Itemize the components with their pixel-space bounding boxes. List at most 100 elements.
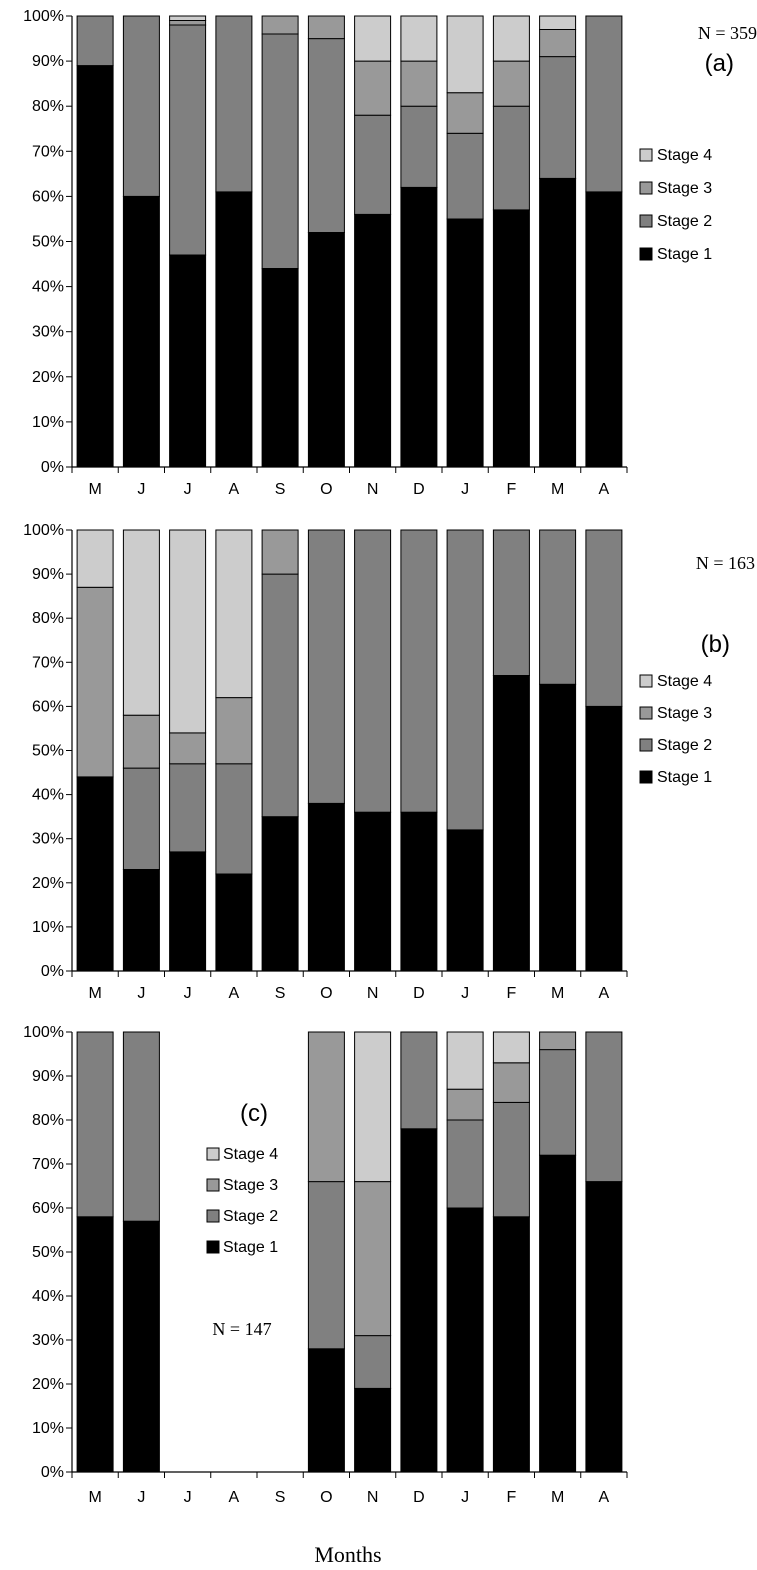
y-tick-label: 30%: [32, 1332, 64, 1349]
bar-segment: [307, 1031, 345, 1183]
bar-segment: [76, 586, 114, 778]
bar-segment: [307, 1181, 345, 1350]
x-tick-label: A: [599, 1489, 610, 1506]
bar-segment: [446, 529, 484, 831]
y-tick-label: 100%: [23, 522, 64, 539]
bar-segment: [446, 1207, 484, 1473]
bar-segment: [400, 1031, 438, 1130]
x-tick-label: N: [367, 985, 379, 1002]
legend-swatch: [639, 738, 653, 752]
y-tick-label: 80%: [32, 98, 64, 115]
x-tick-label: A: [229, 985, 240, 1002]
x-tick-label: M: [88, 985, 101, 1002]
legend: Stage 4 Stage 3 Stage 2 Stage 1: [639, 147, 712, 263]
y-tick-label: 40%: [32, 1288, 64, 1305]
bar-segment: [122, 767, 160, 870]
bar-segment: [307, 232, 345, 468]
bar-segment: [492, 209, 530, 468]
x-tick-label: J: [184, 1489, 192, 1506]
legend-label: Stage 2: [657, 737, 712, 754]
x-tick-label: J: [184, 481, 192, 498]
x-tick-label: N: [367, 1489, 379, 1506]
y-tick-label: 0%: [41, 963, 64, 980]
legend: Stage 4 Stage 3 Stage 2 Stage 1: [206, 1146, 278, 1256]
chart-panel-2: 0% 10% 20% 30% 40% 50% 60% 70% 80% 90% 100% M J J A S O N…: [23, 522, 755, 1002]
bar-segment: [539, 1049, 577, 1156]
legend-label: Stage 2: [657, 213, 712, 230]
bar-segment: [539, 29, 577, 58]
y-tick-label: 90%: [32, 566, 64, 583]
x-tick-label: J: [137, 1489, 145, 1506]
x-tick-label: M: [551, 481, 564, 498]
bar-segment: [539, 56, 577, 179]
bar-segment: [307, 38, 345, 233]
bar-segment: [307, 1348, 345, 1473]
bar-segment: [400, 811, 438, 972]
x-tick-label: O: [320, 985, 332, 1002]
legend-label: Stage 1: [657, 246, 712, 263]
y-tick-label: 0%: [41, 459, 64, 476]
bar-segment: [585, 1031, 623, 1183]
bar-segment: [539, 529, 577, 685]
y-tick-label: 30%: [32, 831, 64, 848]
x-tick-label: J: [137, 481, 145, 498]
sample-size-label: N = 163: [696, 553, 755, 573]
bar-segment: [354, 1031, 392, 1183]
x-tick-label: F: [506, 985, 516, 1002]
bar-segment: [585, 15, 623, 193]
legend-swatch: [206, 1240, 220, 1254]
bar-segment: [169, 20, 207, 26]
legend-swatch: [206, 1209, 220, 1223]
y-tick-label: 30%: [32, 324, 64, 341]
legend-swatch: [639, 214, 653, 228]
y-tick-label: 70%: [32, 143, 64, 160]
bar-segment: [492, 60, 530, 107]
bar-segment: [446, 829, 484, 972]
bar-segment: [492, 675, 530, 972]
bar-segment: [261, 816, 299, 972]
x-tick-label: A: [599, 481, 610, 498]
bar-segment: [261, 15, 299, 35]
y-tick-label: 80%: [32, 1112, 64, 1129]
legend-label: Stage 1: [657, 769, 712, 786]
bar-segment: [122, 714, 160, 769]
y-tick-label: 10%: [32, 414, 64, 431]
x-tick-label: O: [320, 1489, 332, 1506]
x-tick-label: J: [461, 481, 469, 498]
bar-segment: [76, 15, 114, 67]
bar-segment: [492, 1216, 530, 1473]
bar-segment: [446, 1119, 484, 1209]
legend-label: Stage 2: [223, 1208, 278, 1225]
chart-panel-1: 0% 10% 20% 30% 40% 50% 60% 70% 80% 90% 100% M J J A S O N…: [23, 8, 757, 498]
legend-label: Stage 1: [223, 1239, 278, 1256]
bar-segment: [122, 1220, 160, 1473]
bar-segment: [307, 802, 345, 972]
bar-segment: [307, 529, 345, 804]
bar-segment: [169, 15, 207, 21]
x-tick-label: M: [88, 1489, 101, 1506]
bar-segment: [215, 529, 253, 699]
y-tick-label: 60%: [32, 698, 64, 715]
bar-segment: [446, 1031, 484, 1090]
bar-segment: [169, 851, 207, 972]
legend-swatch: [639, 148, 653, 162]
x-tick-label: J: [461, 985, 469, 1002]
bar-segment: [261, 529, 299, 575]
bar-segment: [585, 1181, 623, 1473]
y-tick-label: 70%: [32, 654, 64, 671]
bar-segment: [354, 1181, 392, 1337]
panel-label: (c): [240, 1100, 268, 1127]
bar-segment: [76, 1216, 114, 1473]
bar-segment: [446, 132, 484, 220]
bar-segment: [261, 573, 299, 818]
bar-segment: [492, 529, 530, 676]
bar-segment: [585, 529, 623, 707]
bar-segment: [122, 15, 160, 197]
bar-segment: [354, 811, 392, 972]
x-tick-label: J: [137, 985, 145, 1002]
bar-segment: [122, 869, 160, 972]
bar-segment: [76, 1031, 114, 1218]
bar-segment: [76, 65, 114, 468]
legend-swatch: [206, 1147, 220, 1161]
bar-segment: [354, 60, 392, 116]
